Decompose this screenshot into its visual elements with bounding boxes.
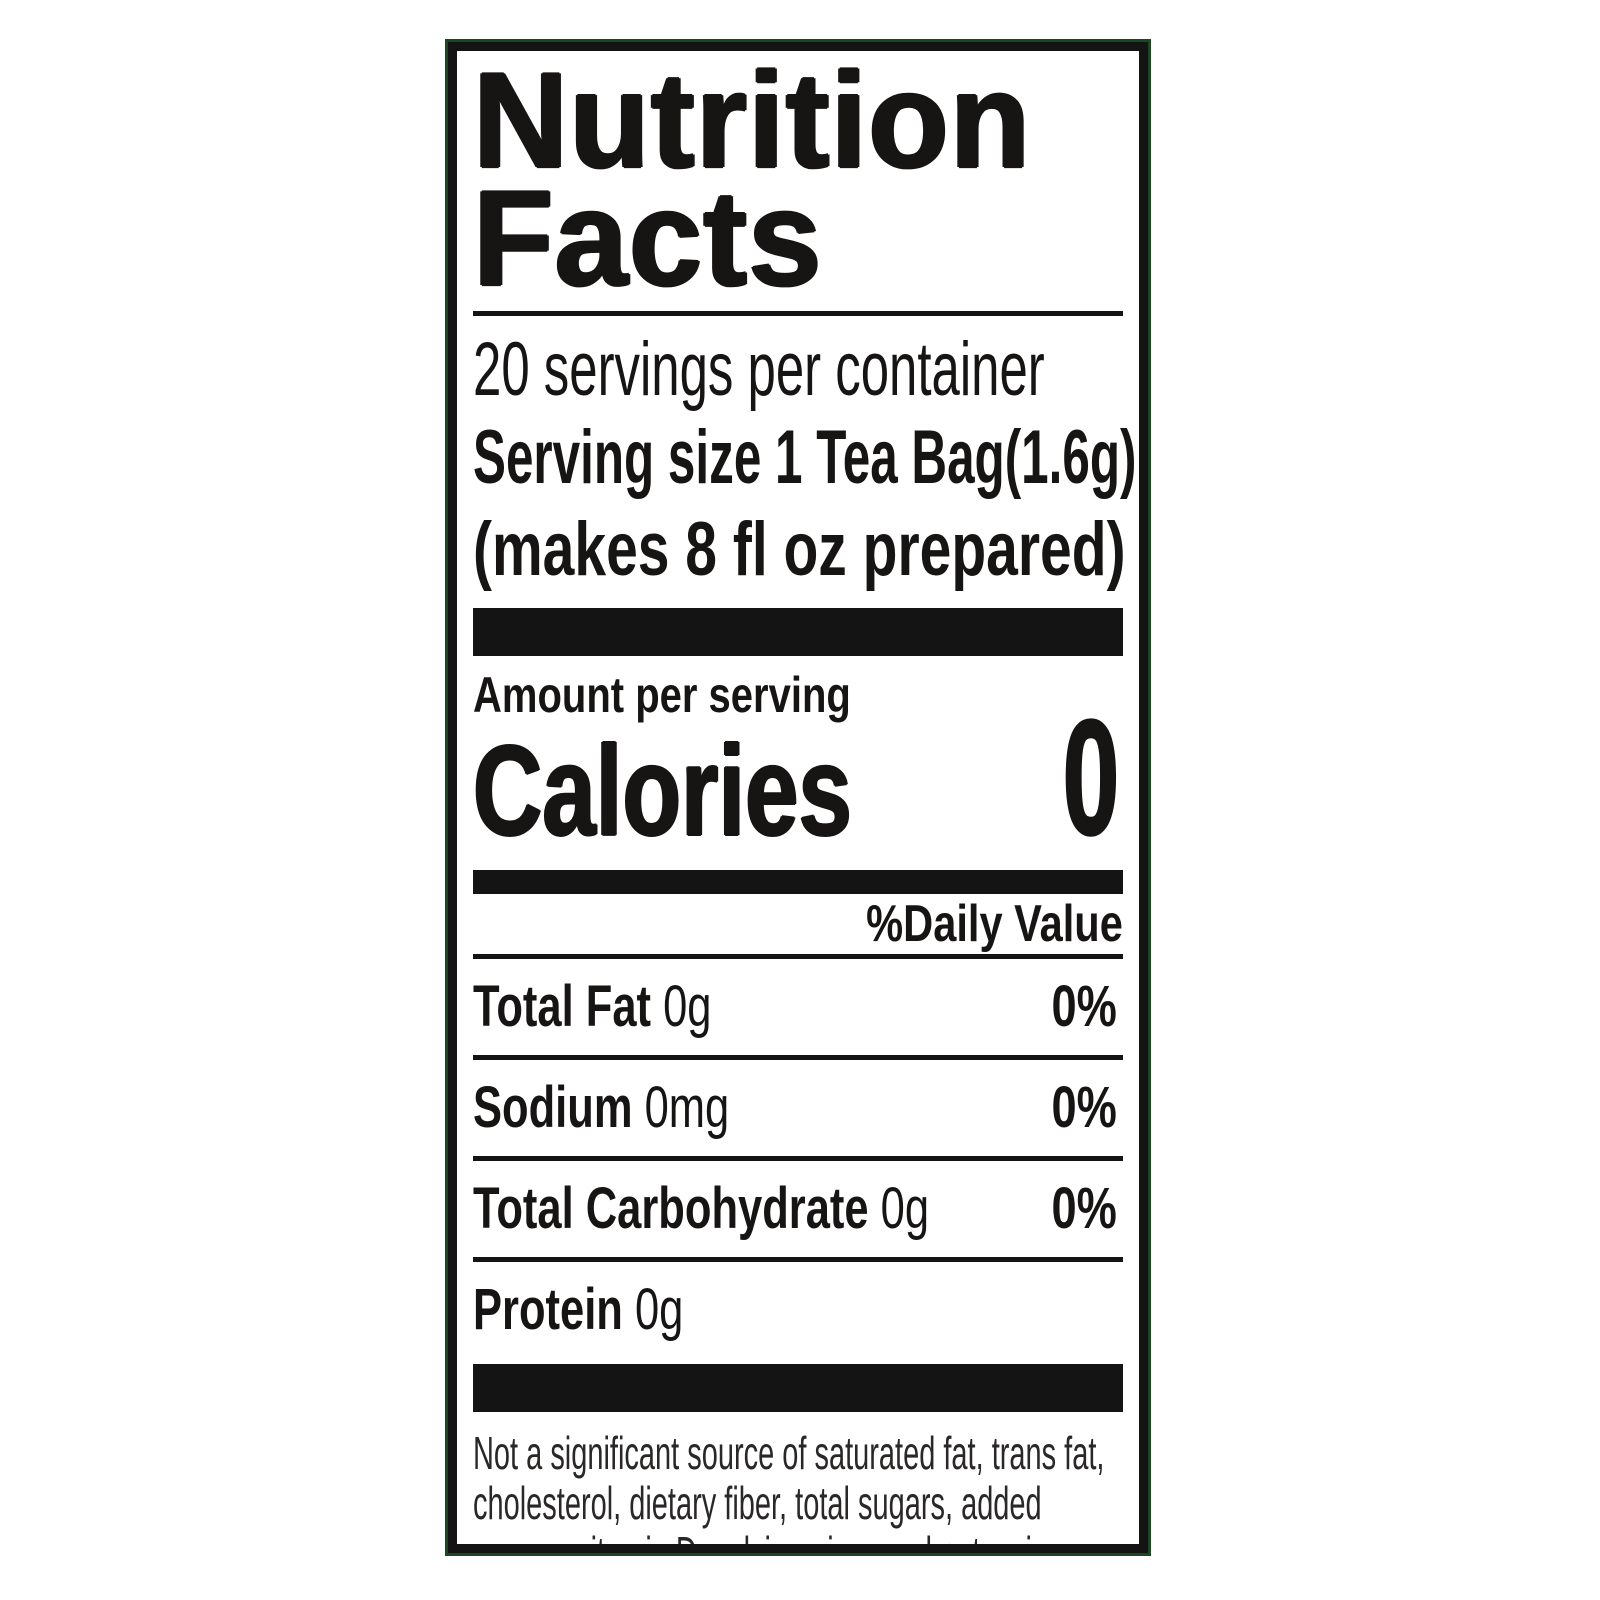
footnote-line-2-wrap: cholesterol, dietary fiber, total sugars… (473, 1478, 1123, 1528)
nutrient-text: Sodium 0mg (473, 1079, 729, 1137)
label-title: Nutrition Facts (473, 52, 1123, 306)
footnote-line-1: Not a significant source of saturated fa… (473, 1427, 1105, 1479)
nutrient-dv: 0% (1051, 1075, 1117, 1140)
serving-size-text: Serving size 1 Tea Bag(1.6g) (473, 415, 1137, 500)
divider-3 (473, 1156, 1123, 1161)
calories-row: Calories 0 (473, 696, 1123, 860)
footnote-line-2: cholesterol, dietary fiber, total sugars… (473, 1477, 1042, 1529)
footnote-line-3: sugars, vitamin D, calcium, iron and pot… (473, 1527, 1081, 1553)
thick-bar-bottom (473, 1364, 1123, 1412)
nutrient-amount: 0g (634, 1277, 684, 1342)
divider-under-title (473, 311, 1123, 316)
nutrient-dv: 0% (1051, 1176, 1117, 1241)
title-line-2-wrap: Facts (473, 170, 1123, 306)
nutrient-row-total-carbohydrate: Total Carbohydrate 0g 0% (473, 1161, 1123, 1257)
nutrient-amount: 0g (663, 974, 712, 1039)
nutrient-row-sodium: Sodium 0mg 0% (473, 1060, 1123, 1156)
nutrition-facts-label: Nutrition Facts 20 servings per containe… (448, 42, 1148, 1553)
medium-bar (473, 870, 1123, 894)
divider-2 (473, 1055, 1123, 1060)
divider-4 (473, 1257, 1123, 1262)
nutrient-text: Total Carbohydrate 0g (473, 1180, 929, 1238)
nutrient-dv-wrap: 0% (1033, 1079, 1117, 1137)
servings-per-container: 20 servings per container (473, 328, 1123, 412)
servings-text: 20 servings per container (473, 327, 1045, 412)
calories-value-wrap: 0 (1028, 696, 1119, 860)
title-line-1-wrap: Nutrition (473, 52, 1123, 188)
nutrient-text: Total Fat 0g (473, 978, 712, 1036)
nutrient-text: Protein 0g (473, 1281, 683, 1339)
nutrient-name: Protein (473, 1277, 623, 1342)
amount-per-serving-text: Amount per serving (473, 667, 851, 723)
divider-1 (473, 954, 1123, 959)
thick-bar-top (473, 608, 1123, 656)
prepared-note: (makes 8 fl oz prepared) (473, 504, 1126, 596)
nutrient-dv: 0% (1051, 974, 1117, 1039)
footnote-line-1-wrap: Not a significant source of saturated fa… (473, 1428, 1123, 1478)
title-line-2: Facts (473, 162, 823, 314)
calories-label: Calories (473, 720, 852, 863)
nutrient-row-protein: Protein 0g (473, 1262, 1123, 1358)
nutrient-dv-wrap: 0% (1033, 1180, 1117, 1238)
daily-value-header: %Daily Value (473, 894, 1123, 954)
nutrient-amount: 0g (880, 1176, 930, 1241)
title-line-1: Nutrition (473, 44, 1032, 196)
nutrient-row-total-fat: Total Fat 0g 0% (473, 959, 1123, 1055)
nutrient-name: Total Fat (473, 974, 652, 1039)
nutrient-name: Total Carbohydrate (473, 1176, 869, 1241)
footnote-line-3-wrap: sugars, vitamin D, calcium, iron and pot… (473, 1527, 1123, 1553)
footnote: Not a significant source of saturated fa… (473, 1428, 1123, 1553)
nutrient-dv-wrap: 0% (1033, 978, 1117, 1036)
amount-per-serving: Amount per serving (473, 666, 1123, 724)
calories-label-wrap: Calories (473, 728, 978, 856)
nutrient-name: Sodium (473, 1075, 633, 1140)
nutrient-amount: 0mg (644, 1075, 730, 1140)
serving-size: Serving size 1 Tea Bag(1.6g) (473, 412, 1136, 504)
calories-value: 0 (1062, 686, 1119, 869)
prepared-note-text: (makes 8 fl oz prepared) (473, 507, 1126, 592)
daily-value-header-text: %Daily Value (866, 895, 1123, 953)
